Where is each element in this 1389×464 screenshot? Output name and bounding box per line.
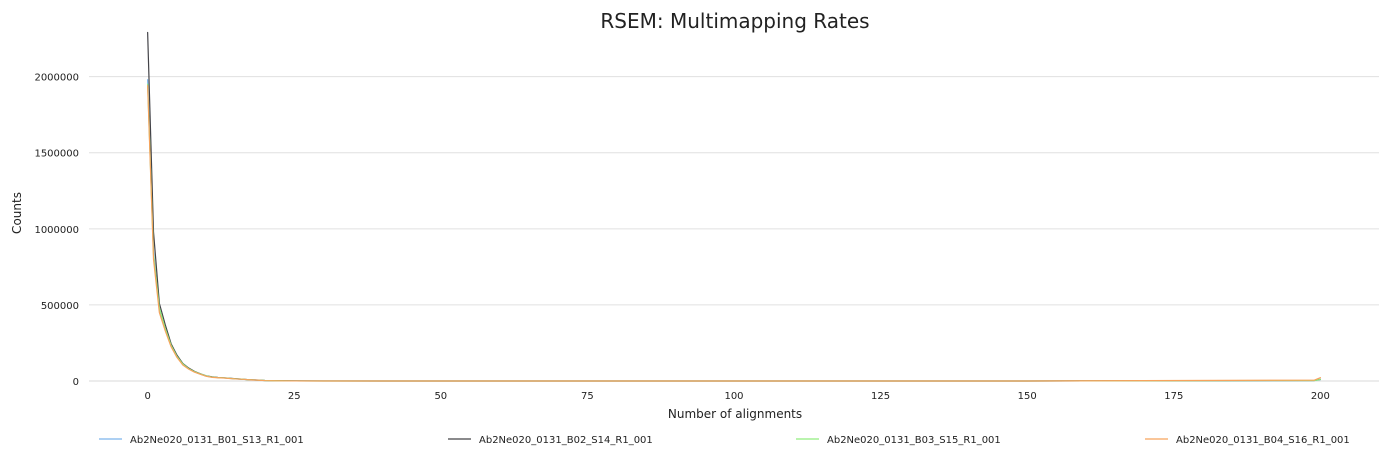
x-tick-label: 50	[434, 391, 447, 402]
series-line-4[interactable]	[147, 85, 1321, 382]
x-tick-label: 25	[288, 391, 301, 402]
y-axis: 0 500000 1000000 1500000 2000000	[34, 73, 79, 388]
legend-label: Ab2Ne020_0131_B02_S14_R1_001	[479, 435, 653, 446]
legend-item-4[interactable]: Ab2Ne020_0131_B04_S16_R1_001	[1145, 435, 1350, 446]
legend-label: Ab2Ne020_0131_B04_S16_R1_001	[1176, 435, 1350, 446]
legend-item-3[interactable]: Ab2Ne020_0131_B03_S15_R1_001	[796, 435, 1001, 446]
series-line-1[interactable]	[147, 79, 1321, 382]
y-tick-label: 1000000	[34, 225, 79, 236]
legend-label: Ab2Ne020_0131_B03_S15_R1_001	[827, 435, 1001, 446]
legend-item-1[interactable]: Ab2Ne020_0131_B01_S13_R1_001	[99, 435, 304, 446]
legend-label: Ab2Ne020_0131_B01_S13_R1_001	[130, 435, 304, 446]
x-tick-label: 200	[1311, 391, 1330, 402]
x-tick-label: 150	[1018, 391, 1037, 402]
y-axis-title: Counts	[10, 192, 24, 234]
y-tick-label: 0	[73, 377, 79, 388]
y-tick-label: 2000000	[34, 73, 79, 84]
plot-area	[147, 31, 1321, 382]
legend: Ab2Ne020_0131_B01_S13_R1_001 Ab2Ne020_013…	[99, 435, 1350, 446]
x-tick-label: 100	[724, 391, 743, 402]
x-axis-title: Number of alignments	[668, 407, 802, 421]
legend-item-2[interactable]: Ab2Ne020_0131_B02_S14_R1_001	[448, 435, 653, 446]
grid-lines	[89, 76, 1379, 306]
y-tick-label: 500000	[41, 301, 79, 312]
x-tick-label: 75	[581, 391, 594, 402]
x-tick-label: 0	[144, 391, 150, 402]
x-tick-label: 175	[1164, 391, 1183, 402]
series-line-3[interactable]	[147, 83, 1321, 382]
y-tick-label: 1500000	[34, 149, 79, 160]
x-tick-label: 125	[871, 391, 890, 402]
series-line-2[interactable]	[147, 31, 1321, 382]
x-axis: 0 25 50 75 100 125 150 175 200	[89, 380, 1379, 402]
chart-title: RSEM: Multimapping Rates	[600, 9, 869, 33]
